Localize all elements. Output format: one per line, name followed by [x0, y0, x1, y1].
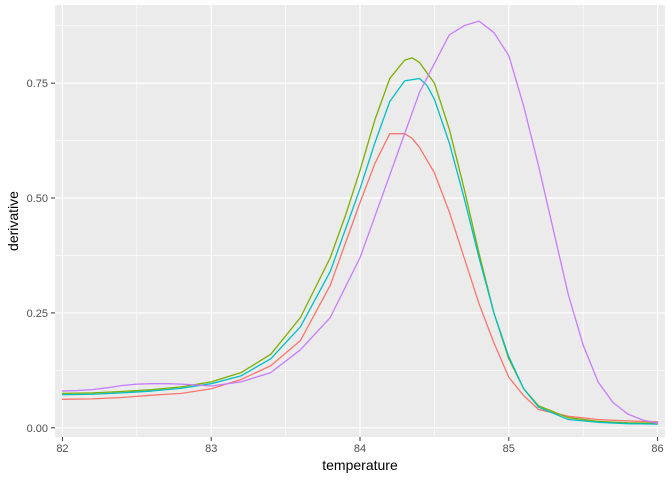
- x-axis: 82 83 84 85 86: [56, 437, 664, 455]
- y-axis-title: derivative: [5, 191, 21, 251]
- major-gridlines: [55, 5, 665, 437]
- y-tick-label: 0.50: [27, 193, 48, 205]
- y-tick-label: 0.00: [27, 423, 48, 435]
- x-tick-label: 85: [503, 443, 515, 455]
- series-lines: [61, 20, 659, 425]
- series-line-4: [61, 20, 659, 424]
- x-tick-label: 86: [651, 443, 663, 455]
- y-tick-label: 0.75: [27, 78, 48, 90]
- x-tick-label: 84: [354, 443, 366, 455]
- y-axis: 0.00 0.25 0.50 0.75: [27, 78, 55, 435]
- y-tick-label: 0.25: [27, 308, 48, 320]
- x-axis-title: temperature: [322, 457, 398, 473]
- x-tick-label: 83: [205, 443, 217, 455]
- x-tick-label: 82: [56, 443, 68, 455]
